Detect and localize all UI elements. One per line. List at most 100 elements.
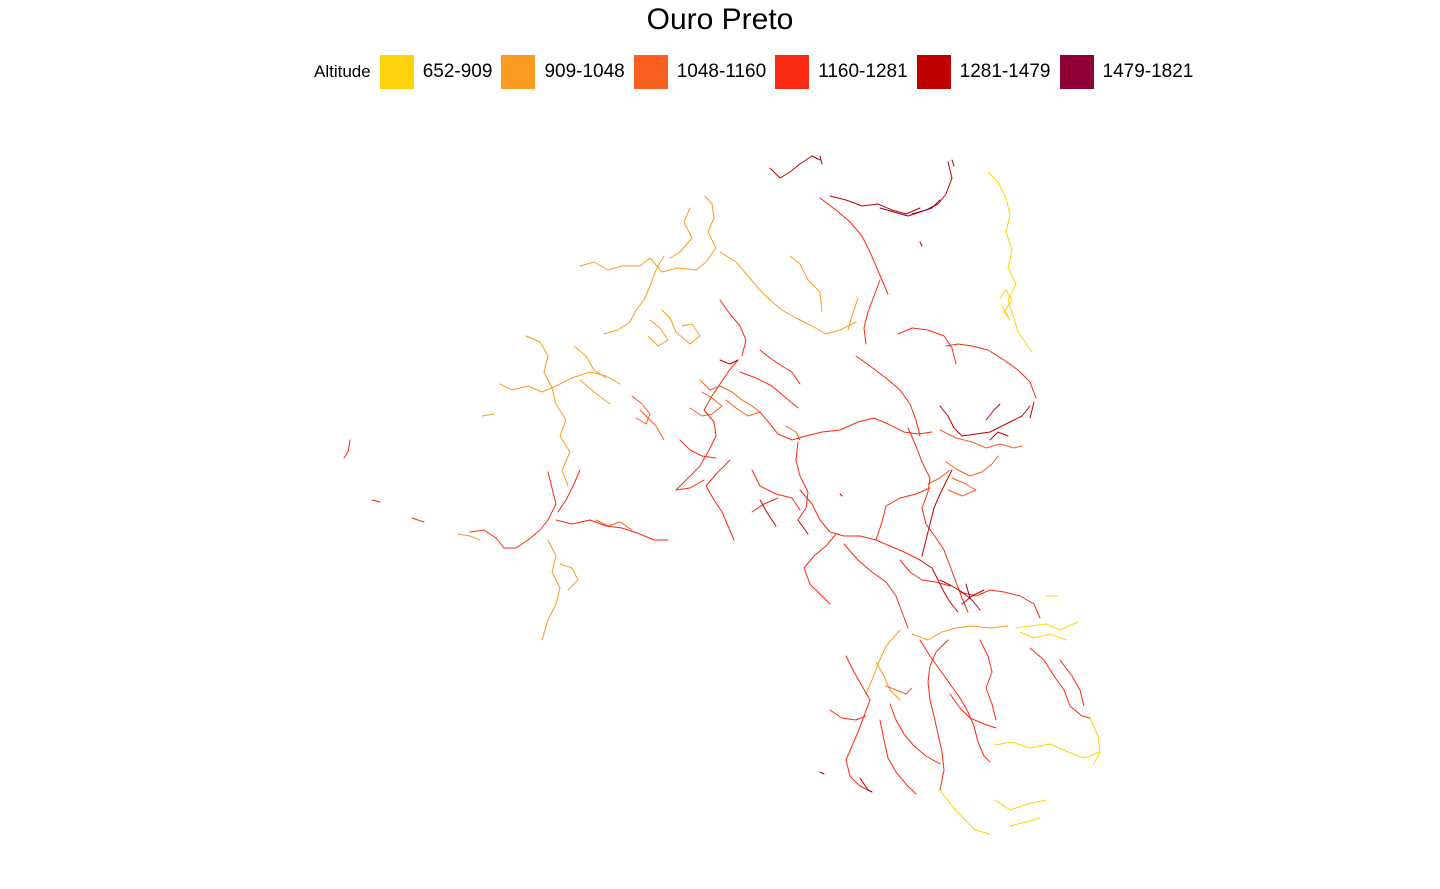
road-segment — [689, 391, 723, 417]
road-segment — [541, 539, 561, 641]
road-segment — [819, 197, 889, 295]
road-segment — [889, 703, 941, 765]
road-segment — [457, 533, 481, 541]
road-segment — [719, 299, 747, 357]
legend-item-1048-1160: 1048-1160 — [633, 55, 767, 89]
legend-swatch — [633, 55, 668, 89]
road-segment — [785, 425, 801, 441]
road-segment — [865, 629, 901, 695]
road-segment — [699, 379, 761, 417]
roads-altitude-1281-1479 — [719, 155, 1035, 793]
road-segment — [919, 241, 923, 247]
road-segment — [1021, 405, 1031, 417]
road-segment — [859, 777, 873, 793]
road-segment — [959, 589, 1041, 619]
road-segment — [799, 489, 921, 561]
legend-swatch — [1059, 55, 1094, 89]
road-segment — [1019, 631, 1067, 641]
road-segment — [411, 517, 425, 523]
road-segment — [949, 693, 997, 729]
road-segment — [371, 499, 381, 503]
road-segment — [555, 519, 669, 541]
road-segment — [879, 199, 941, 217]
road-segment — [961, 589, 985, 605]
road-segment — [875, 661, 901, 701]
road-segment — [579, 379, 611, 405]
road-segment — [879, 719, 917, 795]
road-segment — [557, 469, 581, 513]
map-title: Ouro Preto — [646, 3, 794, 36]
road-segment — [845, 655, 871, 701]
road-segment — [979, 639, 997, 721]
road-segment — [1009, 817, 1041, 827]
road-segment — [647, 319, 669, 347]
road-segment — [843, 543, 909, 629]
road-segment — [939, 405, 1023, 437]
road-segment — [845, 699, 873, 793]
road-segment — [603, 255, 665, 335]
road-segment — [803, 533, 837, 605]
roads-altitude-1160-1281 — [343, 197, 1091, 795]
road-segment — [819, 155, 823, 165]
road-segment — [994, 799, 1047, 811]
road-segment — [939, 789, 991, 835]
road-segment — [595, 519, 633, 531]
road-segment — [759, 499, 777, 527]
legend-label: 1479-1821 — [1102, 61, 1194, 82]
road-segment — [905, 207, 921, 215]
road-segment — [769, 163, 801, 179]
legend-swatch — [379, 55, 414, 89]
legend-label: 909-1048 — [544, 61, 625, 82]
road-segment — [885, 685, 913, 695]
road-segment — [945, 455, 999, 477]
road-segment — [985, 403, 1001, 421]
road-segment — [999, 289, 1013, 321]
road-segment — [679, 439, 717, 459]
road-segment — [907, 427, 969, 613]
road-segment — [675, 479, 705, 491]
road-segment — [573, 345, 607, 379]
road-segment — [819, 771, 825, 775]
legend-item-652-909: 652-909 — [379, 55, 493, 89]
road-segment — [751, 469, 801, 511]
road-segment — [1029, 647, 1091, 719]
legend-item-1479-1821: 1479-1821 — [1059, 55, 1194, 89]
road-segment — [789, 255, 823, 313]
roads-altitude-909-1048 — [457, 195, 1009, 701]
legend-swatch — [501, 55, 536, 89]
altitude-legend: Altitude 652-909 909-1048 1048-1160 1160… — [314, 54, 1202, 90]
legend-label: 652-909 — [422, 61, 493, 82]
legend-item-1160-1281: 1160-1281 — [775, 55, 908, 89]
road-segment — [579, 195, 717, 273]
road-segment — [469, 471, 557, 549]
road-segment — [669, 207, 693, 259]
legend-label: 1048-1160 — [676, 61, 767, 82]
roads-altitude-652-909 — [939, 171, 1101, 835]
road-segment — [919, 639, 991, 763]
roads-altitude-1048-1160 — [595, 379, 1023, 695]
road-segment — [839, 493, 843, 497]
road-segment — [911, 625, 1009, 641]
road-segment — [799, 155, 821, 165]
road-segment — [1089, 717, 1101, 765]
road-segment — [559, 563, 579, 591]
road-segment — [759, 349, 801, 385]
road-segment — [965, 583, 971, 599]
road-segment — [927, 639, 949, 791]
road-segment — [927, 469, 951, 485]
road-segment — [939, 579, 981, 611]
road-segment — [847, 297, 859, 331]
road-segment — [795, 441, 809, 521]
legend-item-909-1048: 909-1048 — [501, 55, 625, 89]
road-segment — [1029, 401, 1035, 419]
legend-title: Altitude — [314, 62, 371, 81]
road-segment — [797, 519, 809, 535]
road-segment — [989, 431, 1009, 441]
road-segment — [759, 411, 933, 441]
road-segment — [481, 413, 495, 417]
legend-label: 1281-1479 — [959, 61, 1051, 82]
legend-swatch — [916, 55, 951, 89]
legend-swatch — [775, 55, 810, 89]
road-segment — [987, 171, 1033, 353]
road-segment — [525, 335, 571, 487]
